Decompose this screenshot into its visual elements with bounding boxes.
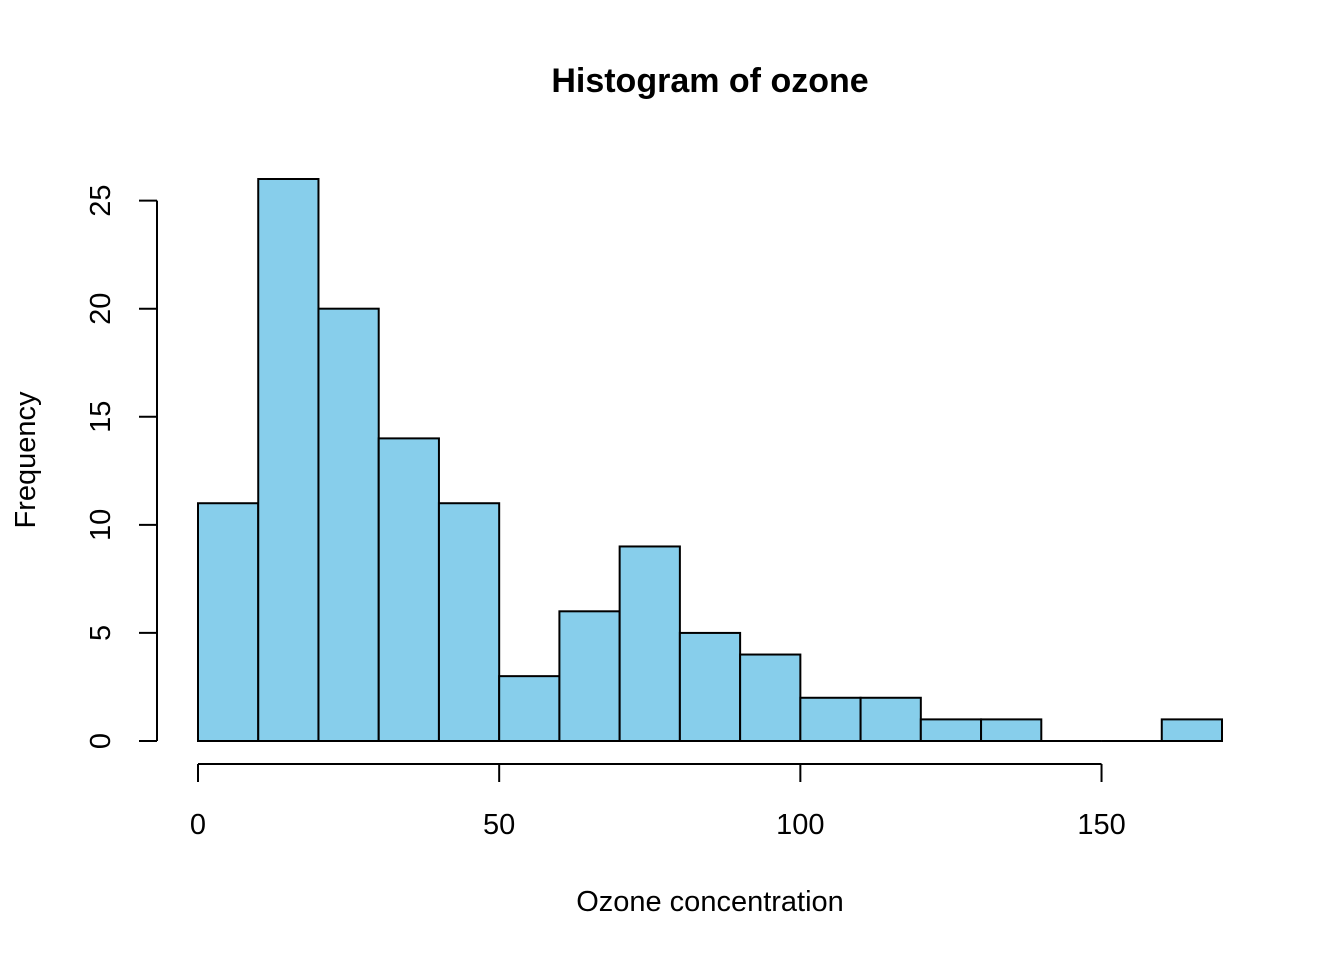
histogram-bar (739, 653, 802, 742)
chart-title: Histogram of ozone (551, 62, 868, 100)
y-axis: 0 5 10 15 20 25 (85, 184, 158, 749)
y-tick-label: 15 (85, 401, 117, 433)
x-axis-label: Ozone concentration (576, 886, 844, 918)
histogram-bar (799, 696, 862, 742)
y-tick-label: 5 (85, 625, 117, 641)
y-tick-label: 20 (85, 293, 117, 325)
y-tick-label: 0 (85, 733, 117, 749)
x-axis: 0 50 100 150 (190, 763, 1126, 841)
histogram-bar (377, 437, 440, 742)
histogram-bar (859, 696, 922, 742)
x-tick-label: 0 (190, 809, 206, 841)
histogram-bar (618, 545, 681, 743)
histogram-bar (678, 631, 742, 743)
histogram-bar (1160, 718, 1223, 743)
y-tick-label: 25 (85, 184, 117, 216)
histogram-bar (317, 307, 380, 742)
histogram-bar (257, 178, 320, 742)
x-tick-label: 50 (483, 809, 515, 841)
histogram-bar (498, 675, 561, 743)
histogram-bar (437, 502, 501, 742)
histogram-bar (558, 610, 621, 742)
x-tick-label: 100 (776, 809, 824, 841)
histogram-bar (980, 718, 1043, 743)
y-tick-label: 10 (85, 509, 117, 541)
histogram-bar (919, 718, 983, 743)
x-tick-label: 150 (1077, 809, 1125, 841)
histogram-bar (197, 502, 260, 742)
y-axis-label: Frequency (10, 391, 42, 529)
bars (197, 178, 1223, 743)
